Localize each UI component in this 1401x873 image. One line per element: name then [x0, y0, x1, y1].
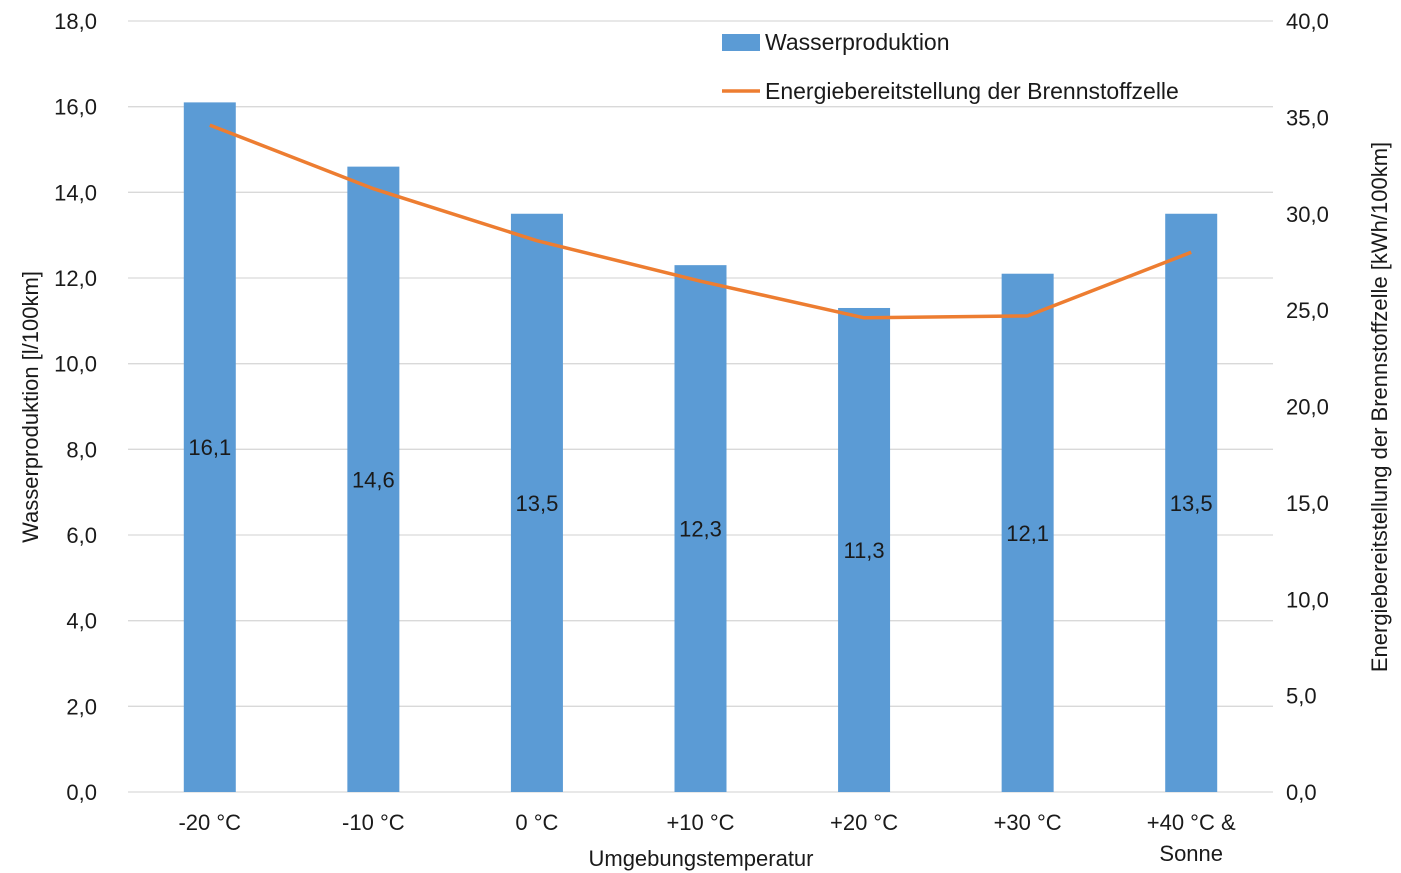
y-tick-label: 8,0	[66, 437, 97, 462]
y2-tick-label: 20,0	[1286, 395, 1329, 420]
x-tick-label: +20 °C	[830, 810, 898, 835]
x-tick-label: -20 °C	[178, 810, 241, 835]
y2-tick-label: 10,0	[1286, 587, 1329, 612]
y-tick-label: 14,0	[54, 180, 97, 205]
bar	[347, 166, 400, 793]
bar	[1001, 273, 1054, 792]
bar	[674, 265, 727, 792]
y2-tick-label: 5,0	[1286, 684, 1317, 709]
energy-line	[209, 123, 1192, 320]
bar-data-label: 11,3	[843, 538, 884, 563]
y2-tick-label: 35,0	[1286, 105, 1329, 130]
y-tick-label: 10,0	[54, 352, 97, 377]
x-axis-title: Umgebungstemperatur	[588, 846, 813, 871]
bar	[183, 102, 236, 793]
y-tick-label: 0,0	[66, 780, 97, 805]
x-tick-label: +10 °C	[666, 810, 734, 835]
left-axis-ticks: 0,0 2,0 4,0 6,0 8,0 10,0 12,0 14,0 16,0 18,0	[54, 9, 97, 805]
bar	[838, 307, 891, 792]
right-axis-ticks: 0,0 5,0 10,0 15,0 20,0 25,0 30,0 35,0 40,0	[1286, 9, 1329, 805]
bar-data-label: 16,1	[188, 435, 231, 460]
legend: Wasserproduktion Energiebereitstellung d…	[722, 29, 1179, 104]
x-axis-ticks: -20 °C -10 °C 0 °C +10 °C +20 °C +30 °C +40 °C…	[178, 810, 1236, 866]
y-tick-label: 2,0	[66, 694, 97, 719]
y-tick-label: 12,0	[54, 266, 97, 291]
y-tick-label: 16,0	[54, 95, 97, 120]
bar	[510, 213, 563, 792]
y-axis-title: Wasserproduktion [l/100km]	[18, 271, 43, 543]
bar-data-label: 12,3	[679, 517, 722, 542]
y-tick-label: 4,0	[66, 609, 97, 634]
y-tick-label: 6,0	[66, 523, 97, 548]
bar	[1165, 213, 1218, 792]
bar-series	[183, 102, 1218, 793]
y2-tick-label: 30,0	[1286, 202, 1329, 227]
y2-tick-label: 0,0	[1286, 780, 1317, 805]
legend-swatch-bar	[722, 34, 760, 51]
y-tick-label: 18,0	[54, 9, 97, 34]
bar-data-label: 12,1	[1006, 521, 1049, 546]
bar-data-label: 14,6	[352, 467, 395, 492]
y2-tick-label: 25,0	[1286, 298, 1329, 323]
line-series	[209, 123, 1192, 320]
bar-data-label: 13,5	[516, 491, 559, 516]
y2-axis-title: Energiebereitstellung der Brennstoffzell…	[1367, 142, 1392, 672]
x-tick-label: +30 °C	[994, 810, 1062, 835]
data-labels: 16,1 14,6 13,5 12,3 11,3 12,1 13,5	[188, 435, 1212, 563]
x-tick-label: 0 °C	[515, 810, 558, 835]
y2-tick-label: 40,0	[1286, 9, 1329, 34]
legend-label-bar: Wasserproduktion	[765, 29, 950, 55]
legend-label-line: Energiebereitstellung der Brennstoffzell…	[765, 78, 1179, 104]
y2-tick-label: 15,0	[1286, 491, 1329, 516]
bar-data-label: 13,5	[1170, 491, 1213, 516]
x-tick-label: +40 °C &	[1147, 810, 1236, 835]
x-tick-label: Sonne	[1159, 841, 1223, 866]
x-tick-label: -10 °C	[342, 810, 405, 835]
